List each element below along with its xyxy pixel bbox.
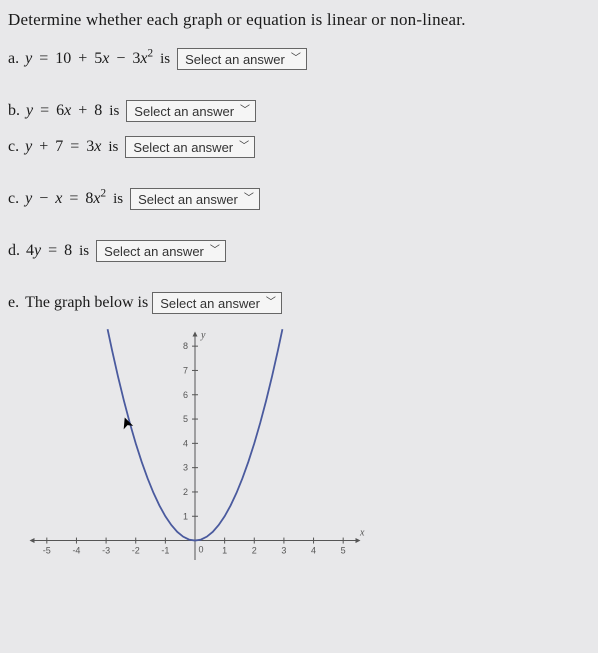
is-text: is <box>113 191 123 208</box>
select-placeholder: Select an answer <box>134 104 234 119</box>
svg-text:4: 4 <box>183 438 188 448</box>
svg-text:8: 8 <box>183 341 188 351</box>
svg-text:3: 3 <box>183 463 188 473</box>
is-text: is <box>160 51 170 68</box>
select-answer-e[interactable]: Select an answer ﹀ <box>152 292 282 314</box>
chevron-down-icon: ﹀ <box>291 54 301 64</box>
select-placeholder: Select an answer <box>104 244 204 259</box>
svg-text:2: 2 <box>252 546 257 556</box>
question-c1: c. y + 7 = 3x is Select an answer ﹀ <box>8 136 590 158</box>
svg-text:-2: -2 <box>132 546 140 556</box>
svg-text:3: 3 <box>281 546 286 556</box>
graph-container: -5-4-3-2-101234512345678xy ➤ <box>12 328 590 578</box>
svg-text:x: x <box>359 528 365 539</box>
select-placeholder: Select an answer <box>133 140 233 155</box>
question-label: c. <box>8 190 19 208</box>
equation-a: y = 10 + 5x − 3x2 <box>25 50 153 68</box>
equation-b: y = 6x + 8 <box>26 102 102 120</box>
is-text: is <box>79 243 89 260</box>
question-e: e. The graph below is Select an answer ﹀ <box>8 292 590 314</box>
svg-text:-1: -1 <box>161 546 169 556</box>
svg-text:5: 5 <box>341 546 346 556</box>
chevron-down-icon: ﹀ <box>266 298 276 308</box>
select-answer-b[interactable]: Select an answer ﹀ <box>126 100 256 122</box>
equation-c2: y − x = 8x2 <box>25 190 106 208</box>
is-text: is <box>108 139 118 156</box>
question-c2: c. y − x = 8x2 is Select an answer ﹀ <box>8 188 590 210</box>
select-placeholder: Select an answer <box>160 296 260 311</box>
question-label: e. <box>8 294 19 312</box>
svg-text:0: 0 <box>198 545 203 555</box>
select-answer-c1[interactable]: Select an answer ﹀ <box>125 136 255 158</box>
svg-text:-4: -4 <box>72 546 80 556</box>
svg-text:1: 1 <box>222 546 227 556</box>
equation-d: 4y = 8 <box>26 242 72 260</box>
svg-text:y: y <box>200 330 206 341</box>
is-text: is <box>109 103 119 120</box>
select-answer-a[interactable]: Select an answer ﹀ <box>177 48 307 70</box>
select-placeholder: Select an answer <box>185 52 285 67</box>
svg-text:-5: -5 <box>43 546 51 556</box>
question-e-text: The graph below is <box>25 294 148 312</box>
parabola-chart: -5 -4 -3 -2 -1 0 1 2 3 4 5 1 2 3 4 5 6 7 8 x y <box>12 328 372 578</box>
question-label: b. <box>8 102 20 120</box>
question-label: a. <box>8 50 19 68</box>
svg-text:5: 5 <box>183 414 188 424</box>
chevron-down-icon: ﹀ <box>244 194 254 204</box>
select-answer-c2[interactable]: Select an answer ﹀ <box>130 188 260 210</box>
svg-text:1: 1 <box>183 511 188 521</box>
svg-text:2: 2 <box>183 487 188 497</box>
question-a: a. y = 10 + 5x − 3x2 is Select an answer… <box>8 48 590 70</box>
select-placeholder: Select an answer <box>138 192 238 207</box>
question-b: b. y = 6x + 8 is Select an answer ﹀ <box>8 100 590 122</box>
question-label: c. <box>8 138 19 156</box>
page-title: Determine whether each graph or equation… <box>8 10 590 30</box>
svg-text:7: 7 <box>183 365 188 375</box>
question-d: d. 4y = 8 is Select an answer ﹀ <box>8 240 590 262</box>
chevron-down-icon: ﹀ <box>210 246 220 256</box>
question-label: d. <box>8 242 20 260</box>
svg-text:4: 4 <box>311 546 316 556</box>
chevron-down-icon: ﹀ <box>240 106 250 116</box>
svg-text:6: 6 <box>183 390 188 400</box>
svg-text:-3: -3 <box>102 546 110 556</box>
equation-c1: y + 7 = 3x <box>25 138 101 156</box>
select-answer-d[interactable]: Select an answer ﹀ <box>96 240 226 262</box>
chevron-down-icon: ﹀ <box>239 142 249 152</box>
